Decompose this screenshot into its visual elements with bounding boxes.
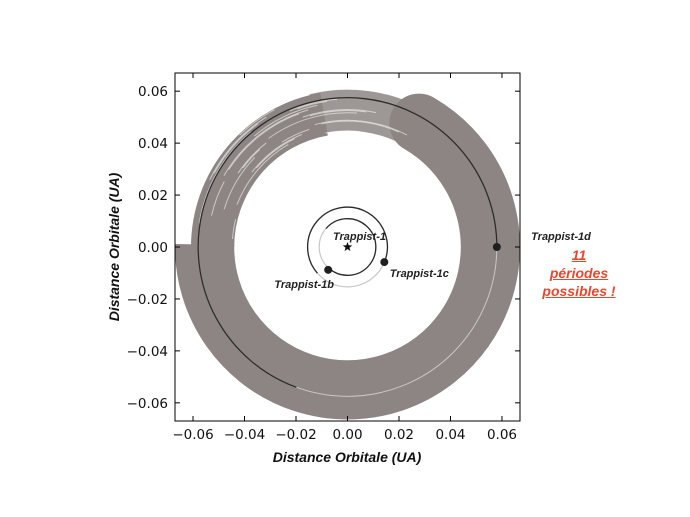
x-tick-label: −0.06 [172, 427, 213, 443]
x-tick-label: 0.02 [384, 427, 414, 443]
band-streak [251, 133, 303, 173]
trappist-1d-band-upper-left [191, 92, 329, 248]
band-streak [209, 116, 267, 181]
trappist-1b-label: Trappist-1b [274, 279, 334, 291]
band-streak [254, 104, 318, 137]
x-tick-label: 0.06 [487, 427, 517, 443]
trappist-1c-label: Trappist-1c [390, 268, 449, 280]
band-streak [186, 156, 215, 234]
band-streak [237, 142, 267, 174]
trappist-1d-band-bottom [175, 244, 489, 420]
band-streak [223, 81, 331, 137]
trappist-1d-orbit-arc [197, 97, 498, 388]
band-streak [314, 119, 408, 136]
band-streak [232, 218, 237, 239]
annotation-line-2: périodes [549, 265, 609, 281]
trappist-1c-marker [380, 258, 389, 267]
star-marker [342, 242, 353, 252]
axis-ticks: −0.06 0.06 −0.04 0.04 −0.02 0.02 0.00 0.00 0.02 −… [127, 73, 520, 443]
y-tick-label: 0.04 [138, 136, 168, 152]
x-axis-title: Distance Orbitale (UA) [273, 449, 422, 465]
band-streak [309, 110, 367, 117]
band-streak [239, 109, 275, 136]
band-streak [223, 157, 256, 210]
y-axis-title: Distance Orbitale (UA) [106, 172, 122, 321]
band-streak [297, 100, 328, 110]
x-tick-label: −0.02 [275, 427, 316, 443]
trappist-1d-band-top [309, 89, 427, 147]
trappist-1d-band-right [389, 93, 520, 359]
trappist-1c-orbit-arc [307, 206, 389, 274]
band-streak [281, 128, 310, 143]
plot-area [175, 78, 520, 420]
trappist-1b-orbit-arc [325, 218, 377, 276]
x-tick-label: 0.00 [332, 427, 362, 443]
star-label: Trappist-1 [333, 231, 386, 243]
y-tick-label: −0.04 [127, 344, 168, 360]
band-streak [283, 88, 386, 104]
band-streak [236, 144, 289, 205]
trappist-1b-marker [324, 265, 333, 274]
band-streak [213, 123, 259, 174]
trappist-1d-label: Trappist-1d [531, 231, 591, 243]
band-streak [268, 78, 342, 99]
band-streak [223, 109, 309, 176]
planet-labels: Trappist-1 Trappist-1b Trappist-1c Trappist… [274, 231, 591, 291]
band-streak [256, 138, 295, 169]
band-streak [275, 87, 397, 107]
band-streak [325, 130, 360, 134]
band-streak [199, 146, 220, 179]
annotation-line-1: 11 [571, 247, 587, 263]
band-streak [198, 131, 252, 224]
x-tick-label: 0.04 [435, 427, 465, 443]
annotation-line-3: possibles ! [542, 283, 616, 299]
band-streak [211, 181, 225, 216]
band-streak [268, 112, 357, 139]
periods-annotation: 11 périodes possibles ! [530, 246, 628, 300]
x-tick-label: −0.04 [224, 427, 265, 443]
band-streak [242, 149, 261, 169]
y-tick-label: −0.02 [127, 292, 168, 308]
band-streak [321, 120, 399, 133]
band-streak [228, 113, 300, 171]
y-tick-label: 0.02 [138, 188, 168, 204]
band-streaks [186, 78, 408, 239]
trappist-1d-marker [492, 243, 501, 251]
y-tick-label: 0.00 [138, 240, 168, 256]
band-streak [289, 98, 338, 112]
y-tick-label: 0.06 [138, 84, 168, 100]
y-tick-label: −0.06 [127, 396, 168, 412]
band-streak [302, 109, 377, 118]
